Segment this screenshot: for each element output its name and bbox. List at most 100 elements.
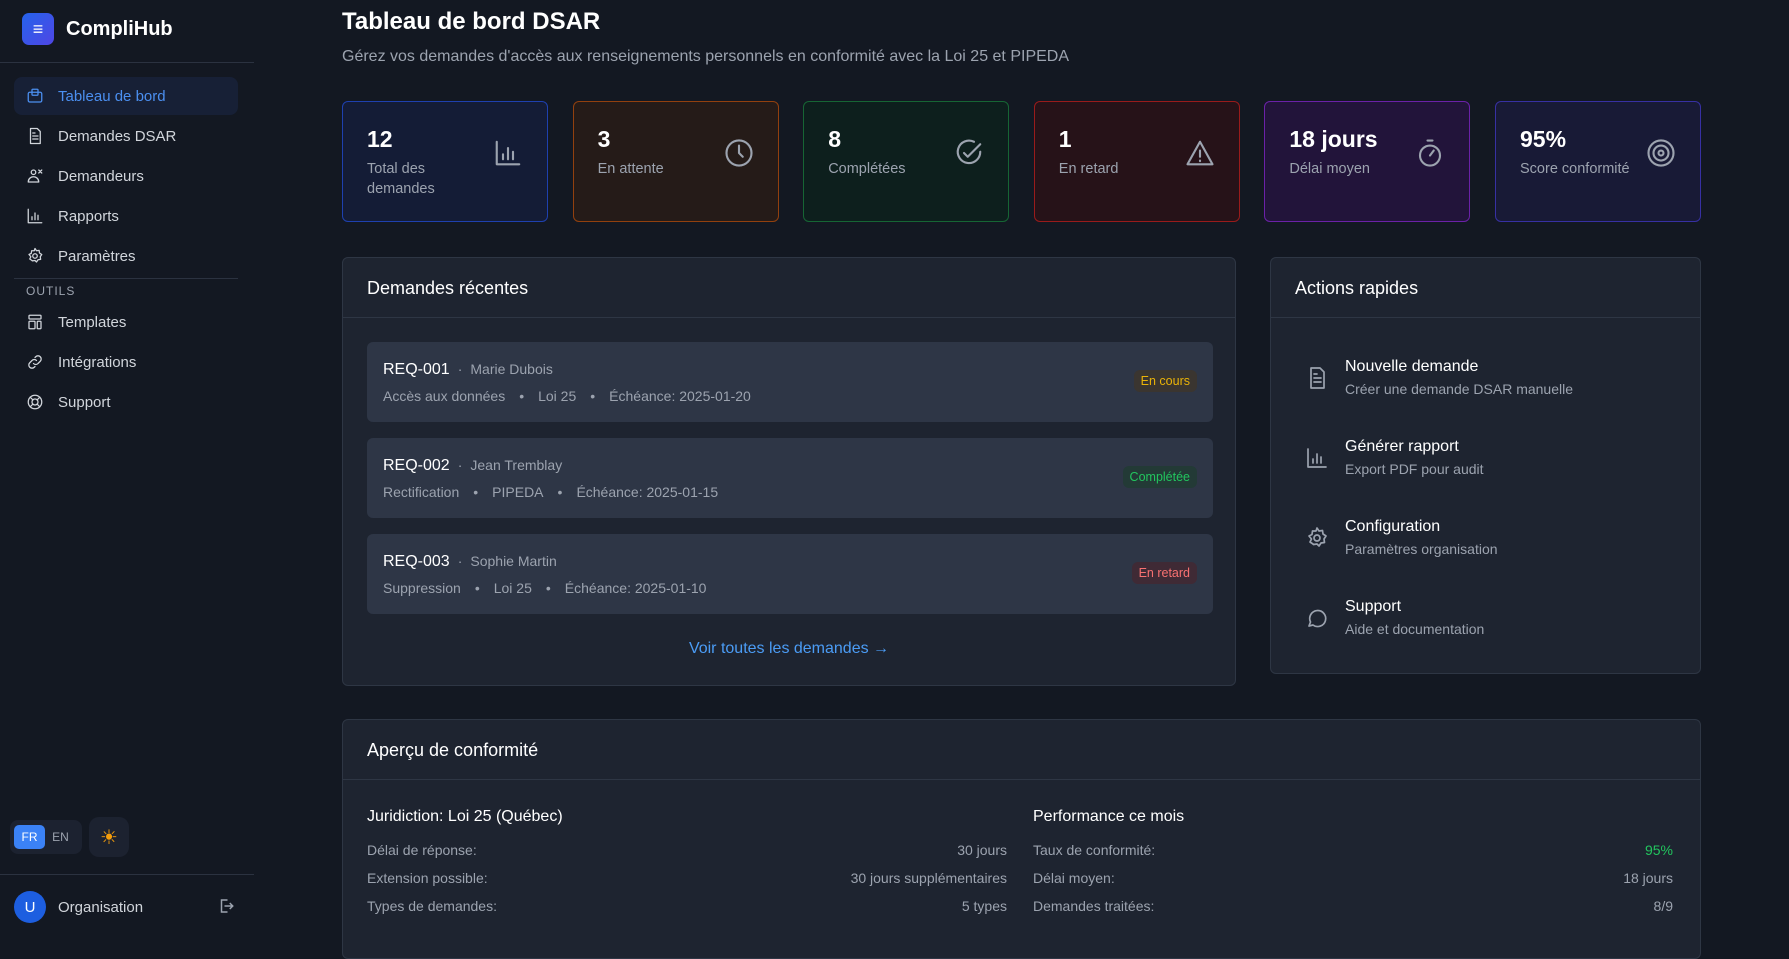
logout-icon[interactable]	[217, 897, 235, 915]
row-label: Taux de conformité:	[1033, 842, 1156, 858]
jurisdiction-column: Juridiction: Loi 25 (Québec) Délai de ré…	[367, 808, 1007, 926]
language-toggle: FR EN	[10, 820, 82, 854]
compliance-row: Délai moyen: 18 jours	[1033, 870, 1673, 898]
requester-name: Jean Tremblay	[470, 457, 563, 473]
quick-action[interactable]: Support Aide et documentation	[1305, 598, 1484, 637]
sidebar-item-label: Templates	[58, 313, 127, 331]
quick-action[interactable]: Configuration Paramètres organisation	[1305, 518, 1498, 557]
theme-toggle-sun-icon[interactable]: ☀	[89, 817, 129, 857]
link-icon	[28, 355, 42, 369]
compliance-row: Types de demandes: 5 types	[367, 898, 1007, 926]
compliance-row: Extension possible: 30 jours supplémentai…	[367, 870, 1007, 898]
compliance-overview-panel: Aperçu de conformité Juridiction: Loi 25…	[342, 719, 1701, 959]
row-value: 30 jours supplémentaires	[850, 870, 1007, 886]
sidebar-item-0[interactable]: Tableau de bord	[14, 77, 238, 115]
sidebar-item-label: Intégrations	[58, 353, 137, 371]
sidebar-item-3[interactable]: Rapports	[14, 197, 238, 235]
request-type: Suppression	[383, 580, 461, 596]
row-value: 30 jours	[957, 842, 1007, 858]
requester-name: Sophie Martin	[470, 553, 557, 569]
panel-title: Aperçu de conformité	[343, 720, 1700, 780]
organisation-name: Organisation	[58, 899, 144, 916]
request-row[interactable]: REQ-001 · Marie Dubois Accès aux données • Lo…	[367, 342, 1213, 422]
page-title: Tableau de bord DSAR	[342, 8, 601, 35]
stopwatch-icon	[1419, 139, 1442, 167]
lang-fr-button[interactable]: FR	[14, 825, 45, 849]
panel-title: Actions rapides	[1271, 258, 1700, 318]
view-all-requests-link[interactable]: Voir toutes les demandes →	[688, 640, 890, 657]
status-badge: Complétée	[1122, 466, 1197, 488]
stat-card[interactable]: 18 jours Délai moyen	[1264, 101, 1471, 222]
sidebar-tool-0[interactable]: Templates	[14, 303, 238, 341]
row-value: 95%	[1644, 842, 1673, 858]
sidebar: ≡ CompliHub Tableau de bord Demandes DSAR…	[0, 0, 254, 934]
section-label: OUTILS	[26, 284, 76, 298]
clock-icon	[725, 139, 753, 167]
stat-label: En attente	[597, 161, 664, 177]
row-label: Extension possible:	[367, 870, 488, 886]
lang-en-button[interactable]: EN	[52, 830, 69, 844]
quick-action-title: Nouvelle demande	[1345, 358, 1479, 375]
quick-action[interactable]: Générer rapport Export PDF pour audit	[1305, 438, 1484, 477]
stat-card[interactable]: 3 En attente	[572, 101, 779, 222]
stat-value: 1	[1058, 126, 1072, 152]
sidebar-item-2[interactable]: Demandeurs	[14, 157, 238, 195]
request-id: REQ-001	[383, 361, 450, 378]
sidebar-item-label: Paramètres	[58, 247, 136, 265]
row-label: Délai de réponse:	[367, 842, 477, 858]
stat-card[interactable]: 1 En retard	[1033, 101, 1240, 222]
stat-card[interactable]: 95% Score conformité	[1495, 101, 1701, 222]
divider	[0, 874, 254, 875]
bar-chart-icon	[1307, 448, 1327, 468]
row-label: Délai moyen:	[1033, 870, 1115, 886]
quick-action-desc: Aide et documentation	[1345, 621, 1485, 637]
stat-card[interactable]: 8 Complétées	[803, 101, 1010, 222]
users-icon	[27, 169, 43, 183]
stat-value: 18 jours	[1289, 126, 1378, 152]
quick-action-desc: Paramètres organisation	[1345, 541, 1498, 557]
stat-value: 8	[828, 126, 841, 152]
quick-action-title: Générer rapport	[1345, 438, 1459, 455]
request-due: Échéance: 2025-01-10	[564, 580, 707, 596]
row-value: 8/9	[1653, 898, 1673, 914]
sidebar-tool-2[interactable]: Support	[14, 383, 238, 421]
sidebar-tool-1[interactable]: Intégrations	[14, 343, 238, 381]
status-badge: En retard	[1131, 562, 1197, 584]
sidebar-item-4[interactable]: Paramètres	[14, 237, 238, 275]
quick-action-desc: Export PDF pour audit	[1345, 461, 1484, 477]
request-law: Loi 25	[493, 580, 532, 596]
stat-label: Total des demandes	[367, 161, 435, 197]
performance-title: Performance ce mois	[1033, 808, 1185, 825]
lifebuoy-icon	[27, 394, 43, 410]
request-id: REQ-002	[383, 457, 450, 474]
chat-icon	[1308, 609, 1327, 628]
quick-action-title: Configuration	[1345, 518, 1441, 535]
compliance-row: Délai de réponse: 30 jours	[367, 842, 1007, 870]
request-due: Échéance: 2025-01-15	[576, 484, 719, 500]
sidebar-item-1[interactable]: Demandes DSAR	[14, 117, 238, 155]
row-value: 18 jours	[1623, 870, 1673, 886]
stat-value: 12	[367, 126, 393, 152]
target-icon	[1647, 139, 1675, 167]
request-row[interactable]: REQ-003 · Sophie Martin Suppression • Loi 25 •…	[367, 534, 1213, 614]
performance-column: Performance ce mois Taux de conformité: 9…	[1033, 808, 1673, 926]
dashboard-icon	[27, 88, 43, 103]
stat-value: 3	[597, 126, 611, 152]
quick-actions-panel: Actions rapides Nouvelle demande Créer un…	[1270, 257, 1701, 674]
status-badge: En cours	[1133, 370, 1197, 392]
request-row[interactable]: REQ-002 · Jean Tremblay Rectification • PIPED…	[367, 438, 1213, 518]
quick-action-title: Support	[1345, 598, 1402, 615]
stat-card[interactable]: 12 Total des demandes	[342, 101, 548, 222]
stat-label: Score conformité	[1520, 161, 1630, 177]
recent-requests-panel: Demandes récentes REQ-001 · Marie Dubois Ac…	[342, 257, 1236, 686]
request-id: REQ-003	[383, 553, 450, 570]
gear-icon	[1308, 527, 1327, 547]
stat-label: Délai moyen	[1289, 161, 1370, 177]
panel-title: Demandes récentes	[343, 258, 1235, 318]
row-value: 5 types	[961, 898, 1007, 914]
avatar[interactable]: U	[14, 891, 46, 923]
requester-name: Marie Dubois	[470, 361, 553, 377]
page-subtitle: Gérez vos demandes d'accès aux renseigne…	[342, 48, 1070, 65]
quick-action[interactable]: Nouvelle demande Créer une demande DSAR m…	[1305, 358, 1573, 397]
menu-logo-icon[interactable]: ≡	[22, 13, 54, 45]
